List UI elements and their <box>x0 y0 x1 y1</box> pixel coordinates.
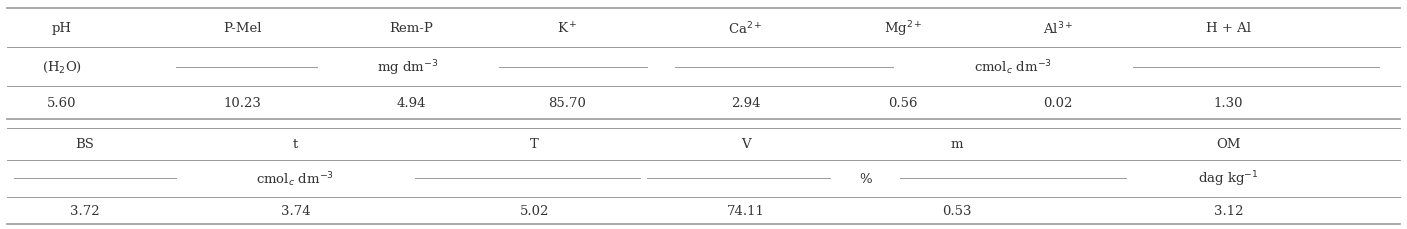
Text: 0.53: 0.53 <box>943 204 971 217</box>
Text: %: % <box>860 172 871 185</box>
Text: cmol$_c$ dm$^{-3}$: cmol$_c$ dm$^{-3}$ <box>974 58 1052 77</box>
Text: m: m <box>951 138 962 151</box>
Text: Al$^{3+}$: Al$^{3+}$ <box>1043 20 1074 37</box>
Text: 5.02: 5.02 <box>521 204 549 217</box>
Text: 4.94: 4.94 <box>397 97 425 109</box>
Text: 0.56: 0.56 <box>889 97 917 109</box>
Text: T: T <box>530 138 539 151</box>
Text: 1.30: 1.30 <box>1214 97 1242 109</box>
Text: H + Al: H + Al <box>1206 22 1251 35</box>
Text: Ca$^{2+}$: Ca$^{2+}$ <box>729 20 763 37</box>
Text: BS: BS <box>75 138 94 151</box>
Text: cmol$_c$ dm$^{-3}$: cmol$_c$ dm$^{-3}$ <box>256 169 335 188</box>
Text: Rem-P: Rem-P <box>388 22 433 35</box>
Text: dag kg$^{-1}$: dag kg$^{-1}$ <box>1199 169 1258 188</box>
Text: OM: OM <box>1216 138 1241 151</box>
Text: mg dm$^{-3}$: mg dm$^{-3}$ <box>377 58 439 77</box>
Text: V: V <box>741 138 750 151</box>
Text: Mg$^{2+}$: Mg$^{2+}$ <box>884 19 923 38</box>
Text: 10.23: 10.23 <box>224 97 260 109</box>
Text: P-Mel: P-Mel <box>222 22 262 35</box>
Text: K$^+$: K$^+$ <box>557 21 577 36</box>
Text: 5.60: 5.60 <box>48 97 76 109</box>
Text: 74.11: 74.11 <box>727 204 764 217</box>
Text: 3.74: 3.74 <box>280 204 311 217</box>
Text: t: t <box>293 138 298 151</box>
Text: 3.72: 3.72 <box>69 204 100 217</box>
Text: 0.02: 0.02 <box>1044 97 1072 109</box>
Text: (H$_2$O): (H$_2$O) <box>42 60 82 75</box>
Text: pH: pH <box>52 22 72 35</box>
Text: 2.94: 2.94 <box>732 97 760 109</box>
Text: 85.70: 85.70 <box>549 97 585 109</box>
Text: 3.12: 3.12 <box>1214 204 1242 217</box>
